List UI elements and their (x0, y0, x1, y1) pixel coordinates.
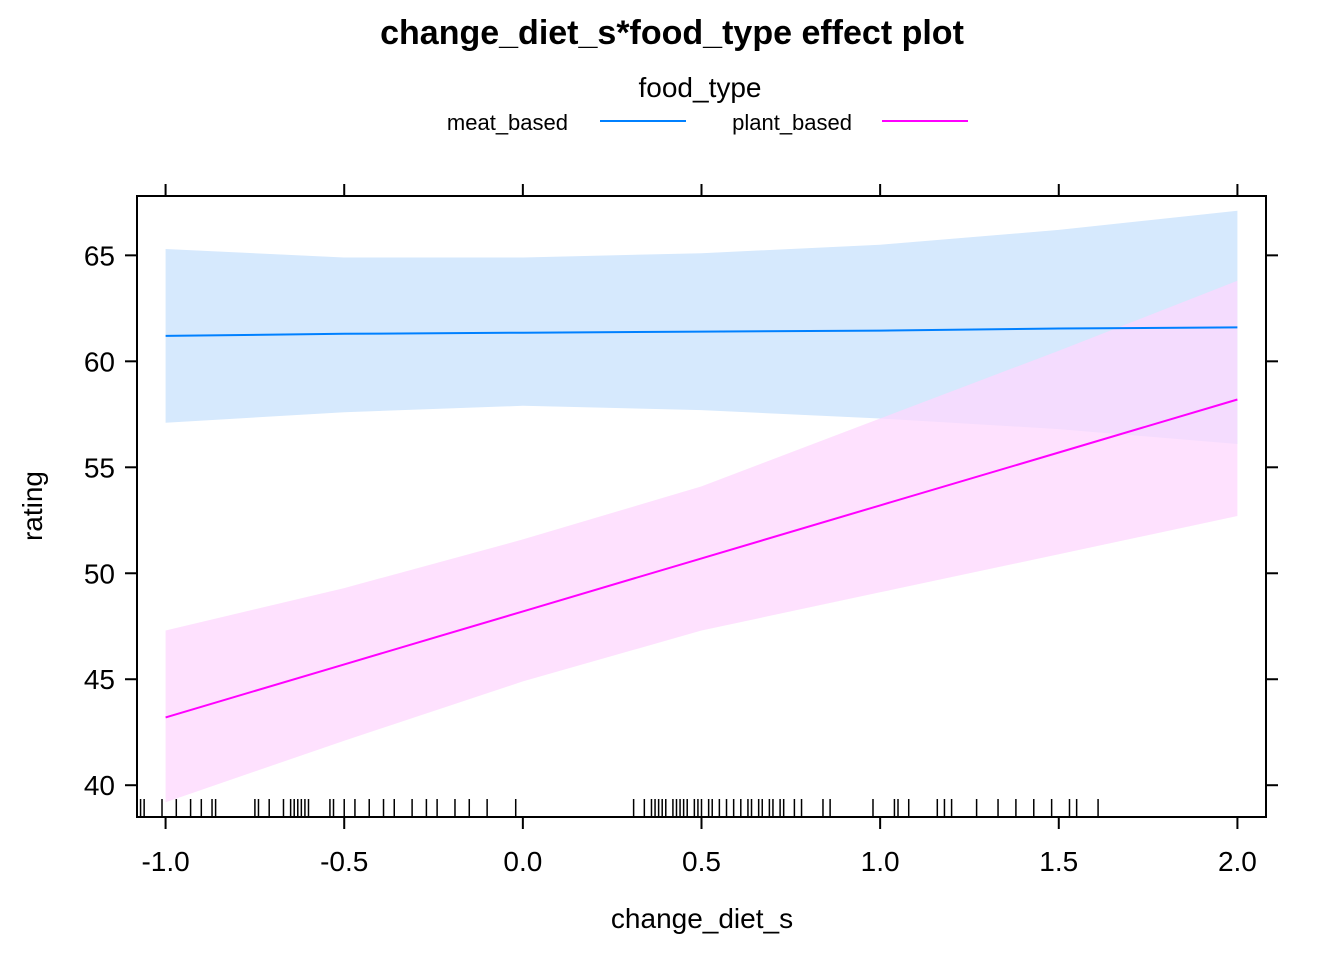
y-tick-label: 45 (84, 664, 115, 695)
legend-label-plant-based: plant_based (732, 110, 852, 135)
chart-title: change_diet_s*food_type effect plot (380, 14, 964, 52)
confidence-bands (165, 210, 1238, 803)
x-axis-label: change_diet_s (611, 903, 793, 934)
x-tick-label: 0.0 (503, 846, 542, 877)
confidence-band-plant-based (165, 280, 1238, 803)
legend-label-meat-based: meat_based (447, 110, 568, 135)
x-tick-label: -0.5 (320, 846, 368, 877)
fit-line-plant-based (165, 398, 1238, 719)
x-tick-label: 1.0 (861, 846, 900, 877)
rug-marks (139, 799, 1099, 817)
x-tick-label: 1.5 (1039, 846, 1078, 877)
legend-title: food_type (639, 72, 762, 103)
y-tick-label: 60 (84, 346, 115, 377)
y-tick-label: 40 (84, 770, 115, 801)
y-axis-label: rating (17, 471, 48, 541)
fit-line-meat-based (165, 326, 1238, 337)
plot-area (136, 195, 1267, 818)
x-tick-label: 2.0 (1218, 846, 1257, 877)
y-tick-label: 65 (84, 240, 115, 271)
y-tick-label: 55 (84, 452, 115, 483)
axes: -1.0 -0.5 0.0 0.5 1.0 1.5 2.0 40 45 50 55 60 65 (84, 184, 1278, 877)
x-tick-label: 0.5 (682, 846, 721, 877)
y-tick-label: 50 (84, 558, 115, 589)
fit-lines (165, 326, 1238, 719)
x-tick-label: -1.0 (141, 846, 189, 877)
legend: food_type meat_based plant_based (447, 72, 968, 135)
